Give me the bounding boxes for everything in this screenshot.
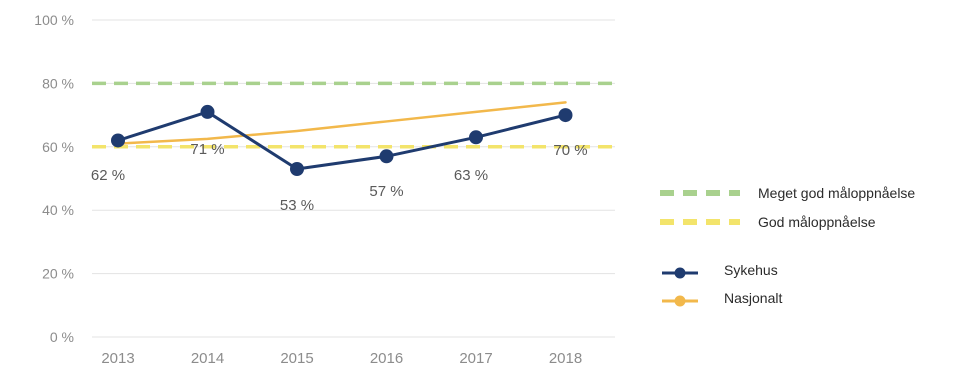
y-axis: 0 % 20 % 40 % 60 % 80 % 100 % [34, 12, 74, 345]
data-label: 70 % [553, 142, 587, 159]
data-label: 63 % [454, 167, 488, 184]
y-tick-label: 100 % [34, 12, 74, 28]
legend-label: Meget god måloppnåelse [758, 185, 915, 201]
gridlines [92, 19, 615, 338]
y-tick-label: 80 % [42, 75, 74, 91]
reference-lines [92, 81, 615, 149]
x-tick-label: 2015 [280, 350, 313, 367]
y-tick-label: 40 % [42, 202, 74, 218]
data-point [558, 108, 573, 123]
legend-label: Nasjonalt [724, 290, 782, 306]
data-label: 57 % [369, 183, 403, 200]
data-label: 71 % [190, 141, 224, 158]
x-axis: 2013 2014 2015 2016 2017 2018 [101, 350, 582, 367]
legend-label: Sykehus [724, 262, 778, 278]
data-label: 62 % [91, 167, 125, 184]
legend-swatch-marker [674, 295, 686, 307]
y-tick-label: 60 % [42, 139, 74, 155]
data-label: 53 % [280, 197, 314, 214]
data-point [290, 161, 304, 176]
data-point [469, 130, 483, 145]
x-tick-label: 2016 [370, 350, 403, 367]
x-tick-label: 2014 [191, 350, 224, 367]
y-tick-label: 20 % [42, 266, 74, 282]
series-line-nasjonalt [116, 101, 567, 145]
legend-swatch-marker [674, 267, 686, 279]
legend: Meget god måloppnåelse God måloppnåelse Sy… [660, 185, 915, 307]
legend-label: God måloppnåelse [758, 214, 876, 230]
data-point [111, 133, 125, 148]
y-tick-label: 0 % [50, 329, 74, 345]
series-lines [111, 101, 573, 176]
data-point [379, 149, 394, 164]
data-labels: 62 % 71 % 53 % 57 % 63 % 70 % [91, 141, 588, 214]
x-tick-label: 2018 [549, 350, 582, 367]
series-line-sykehus [116, 110, 567, 171]
x-tick-label: 2013 [101, 350, 134, 367]
x-tick-label: 2017 [459, 350, 492, 367]
data-point [200, 104, 215, 119]
